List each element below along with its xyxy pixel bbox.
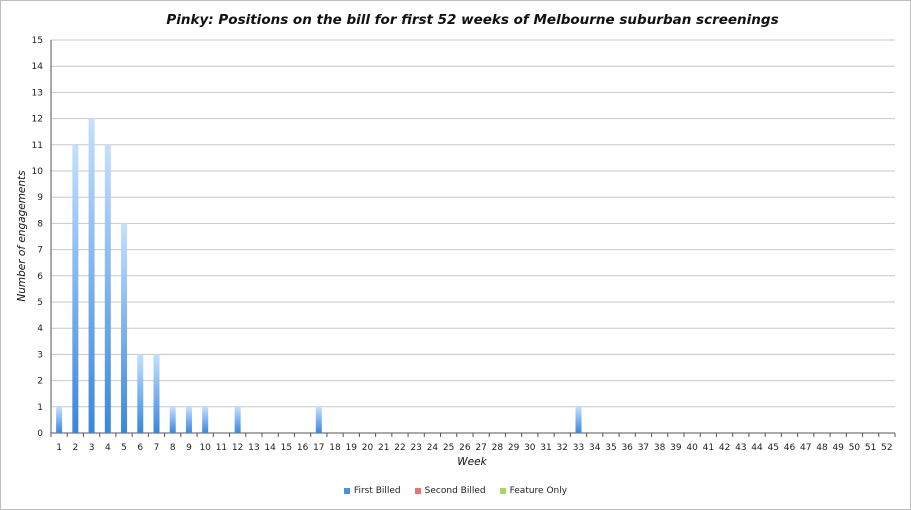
x-tick-label: 43: [735, 443, 746, 453]
legend-swatch-second-billed: [414, 488, 421, 494]
x-tick-label: 42: [719, 443, 730, 453]
y-tick-label: 13: [32, 88, 43, 98]
legend-label-first-billed: First Billed: [353, 486, 401, 496]
x-tick-label: 22: [394, 443, 405, 453]
x-tick-label: 8: [170, 443, 176, 453]
x-tick-label: 32: [557, 443, 568, 453]
y-tick-label: 5: [37, 298, 43, 308]
x-tick-label: 15: [281, 443, 292, 453]
x-tick-label: 52: [881, 443, 892, 453]
legend: First Billed Second Billed Feature Only: [0, 486, 911, 496]
bar-first-billed-week-7: [153, 354, 160, 433]
y-tick-label: 2: [37, 377, 43, 387]
x-tick-label: 5: [121, 443, 127, 453]
x-tick-label: 35: [605, 443, 616, 453]
x-tick-label: 10: [199, 443, 211, 453]
x-tick-label: 16: [297, 443, 309, 453]
x-tick-label: 31: [540, 443, 551, 453]
legend-item-feature-only: Feature Only: [499, 486, 568, 496]
legend-swatch-first-billed: [343, 488, 350, 494]
x-tick-label: 38: [654, 443, 666, 453]
x-tick-label: 25: [443, 443, 454, 453]
y-tick-label: 12: [32, 115, 43, 125]
x-tick-label: 44: [751, 443, 763, 453]
x-tick-label: 37: [638, 443, 649, 453]
bar-first-billed-week-9: [185, 406, 192, 433]
x-tick-label: 27: [475, 443, 486, 453]
bar-first-billed-week-4: [104, 144, 111, 434]
x-tick-label: 29: [508, 443, 520, 453]
x-tick-label: 39: [670, 443, 682, 453]
x-tick-label: 14: [264, 443, 276, 453]
x-tick-label: 19: [346, 443, 358, 453]
y-tick-label: 11: [32, 141, 43, 151]
x-tick-label: 2: [72, 443, 78, 453]
bar-first-billed-week-33: [575, 406, 582, 433]
x-tick-label: 40: [686, 443, 698, 453]
y-tick-label: 6: [37, 272, 43, 282]
x-tick-label: 1: [56, 443, 62, 453]
bar-first-billed-week-1: [56, 406, 63, 433]
legend-item-second-billed: Second Billed: [414, 486, 486, 496]
x-tick-label: 11: [216, 443, 227, 453]
x-tick-label: 23: [410, 443, 421, 453]
legend-item-first-billed: First Billed: [343, 486, 401, 496]
x-tick-label: 49: [832, 443, 844, 453]
gridlines: [51, 39, 895, 434]
x-tick-label: 33: [573, 443, 584, 453]
x-tick-label: 17: [313, 443, 324, 453]
legend-label-second-billed: Second Billed: [424, 486, 486, 496]
y-tick-label: 14: [32, 62, 44, 72]
x-tick-label: 21: [378, 443, 389, 453]
y-tick-label: 9: [37, 193, 43, 203]
bar-first-billed-week-5: [121, 223, 128, 433]
bars: [56, 118, 582, 434]
x-tick-label: 46: [784, 443, 796, 453]
x-tick-label: 3: [89, 443, 95, 453]
y-tick-label: 4: [37, 324, 43, 334]
x-tick-label: 20: [362, 443, 374, 453]
x-tick-label: 36: [621, 443, 633, 453]
legend-swatch-feature-only: [499, 488, 506, 494]
x-tick-label: 45: [768, 443, 779, 453]
x-tick-label: 50: [849, 443, 861, 453]
chart-title: Pinky: Positions on the bill for first 5…: [166, 12, 779, 28]
bar-first-billed-week-3: [88, 118, 95, 433]
x-tick-label: 7: [154, 443, 160, 453]
x-tick-label: 24: [427, 443, 439, 453]
x-tick-label: 48: [816, 443, 828, 453]
bar-first-billed-week-6: [137, 354, 144, 433]
y-axis-label: Number of engagements: [16, 170, 28, 302]
bar-first-billed-week-8: [169, 406, 176, 433]
bar-first-billed-week-2: [72, 144, 79, 434]
x-tick-label: 18: [329, 443, 341, 453]
y-tick-label: 15: [32, 36, 43, 46]
y-tick-label: 10: [32, 167, 44, 177]
y-tick-label: 1: [37, 403, 43, 413]
x-tick-label: 51: [865, 443, 876, 453]
bar-first-billed-week-12: [234, 406, 241, 433]
bar-first-billed-week-17: [315, 406, 322, 433]
y-tick-label: 3: [37, 350, 43, 360]
x-tick-label: 9: [186, 443, 192, 453]
y-tick-label: 8: [37, 219, 43, 229]
legend-label-feature-only: Feature Only: [509, 486, 568, 496]
y-tick-label: 0: [37, 429, 43, 439]
x-tick-label: 47: [800, 443, 811, 453]
x-tick-label: 26: [459, 443, 471, 453]
y-tick-label: 7: [37, 246, 43, 256]
x-axis-label: Week: [457, 456, 487, 468]
x-tick-label: 30: [524, 443, 536, 453]
x-tick-label: 13: [248, 443, 259, 453]
x-tick-label: 28: [492, 443, 504, 453]
x-tick-label: 41: [703, 443, 714, 453]
bar-first-billed-week-10: [202, 406, 209, 433]
x-tick-label: 4: [105, 443, 111, 453]
x-tick-label: 34: [589, 443, 601, 453]
x-tick-label: 6: [137, 443, 143, 453]
x-tick-label: 12: [232, 443, 243, 453]
